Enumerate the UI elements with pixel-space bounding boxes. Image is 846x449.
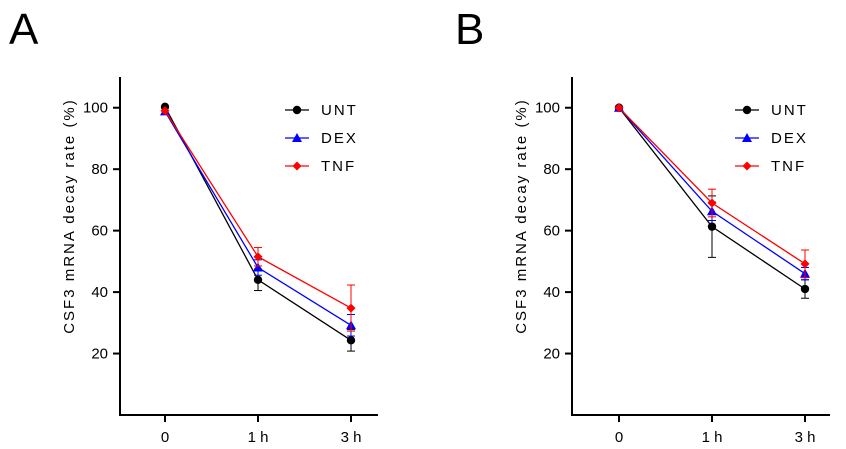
legend-entry-unt: UNT: [285, 102, 358, 119]
legend-marker: [742, 105, 752, 115]
chart-panel-a: 20 40 60 80 100 0 1 h 3 h CSF3 mRNA decay rate (…: [61, 77, 378, 446]
x-tick-label: 3 h: [795, 429, 816, 446]
legend-marker: [292, 161, 302, 171]
data-point: [707, 222, 717, 231]
data-point: [800, 259, 810, 269]
data-point: [253, 252, 263, 262]
x-tick-label: 1 h: [248, 429, 269, 446]
legend-marker: [292, 105, 302, 115]
series-tnf: [160, 106, 356, 332]
y-tick-label: 40: [543, 284, 560, 301]
x-tick-label: 0: [161, 429, 169, 446]
legend-entry-tnf: TNF: [285, 158, 356, 175]
legend-entry-tnf: TNF: [735, 158, 806, 175]
y-tick-label: 80: [91, 161, 108, 178]
panel-label-a: A: [9, 5, 39, 54]
y-tick-label: 20: [543, 346, 560, 363]
panel-label-b: B: [455, 5, 485, 54]
y-axis-title: CSF3 mRNA decay rate (%): [61, 98, 78, 334]
data-point: [253, 275, 263, 284]
y-tick-label: 20: [91, 346, 108, 363]
data-point: [800, 284, 810, 294]
y-tick-label: 60: [543, 223, 560, 240]
legend-label: UNT: [321, 102, 358, 119]
data-point: [346, 336, 356, 345]
legend-label: TNF: [321, 158, 356, 175]
y-tick-label: 100: [83, 100, 108, 117]
legend-label: DEX: [321, 130, 358, 147]
data-point: [614, 103, 624, 113]
legend-label: UNT: [771, 102, 808, 119]
legend-marker: [292, 133, 302, 142]
legend-entry-unt: UNT: [735, 102, 808, 119]
series-tnf: [614, 103, 810, 279]
y-tick-label: 60: [91, 223, 108, 240]
y-axis-title: CSF3 mRNA decay rate (%): [513, 98, 530, 334]
legend-label: TNF: [771, 158, 806, 175]
legend-marker: [742, 161, 752, 171]
y-tick-label: 80: [543, 161, 560, 178]
y-tick-label: 100: [535, 100, 560, 117]
legend-entry-dex: DEX: [285, 130, 358, 147]
legend-marker: [742, 133, 752, 142]
legend-label: DEX: [771, 130, 808, 147]
legend-entry-dex: DEX: [735, 130, 808, 147]
data-point: [707, 198, 717, 208]
data-point: [160, 106, 170, 116]
data-point: [253, 262, 263, 272]
chart-panel-b: 20 40 60 80 100 0 1 h 3 h CSF3 mRNA decay rate (…: [513, 77, 830, 446]
x-tick-label: 3 h: [341, 429, 362, 446]
x-tick-label: 1 h: [702, 429, 723, 446]
x-tick-label: 0: [615, 429, 623, 446]
y-tick-label: 40: [91, 284, 108, 301]
data-point: [346, 303, 356, 313]
